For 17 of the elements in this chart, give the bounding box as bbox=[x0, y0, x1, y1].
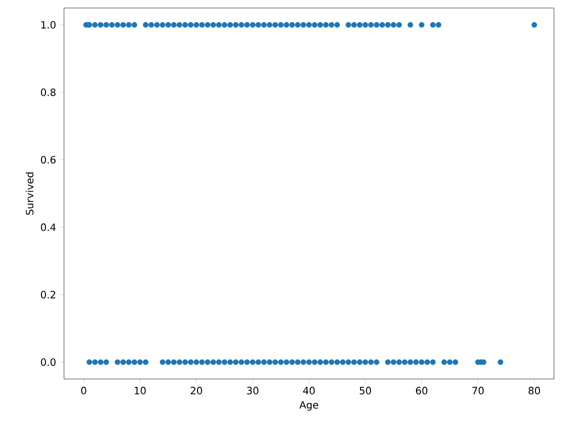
y-tick-label: 0.6 bbox=[40, 156, 56, 164]
y-axis-title: Survived bbox=[26, 172, 34, 215]
y-tick-label: 0.4 bbox=[40, 223, 56, 232]
x-tick-label: 40 bbox=[303, 386, 315, 394]
x-tick-label: 30 bbox=[247, 386, 258, 394]
y-tick-label: 0.8 bbox=[40, 88, 56, 96]
x-tick-label: 70 bbox=[472, 386, 484, 394]
y-tick-label: 0.0 bbox=[40, 358, 56, 366]
x-axis-title: Age bbox=[299, 401, 318, 411]
x-tick-label: 60 bbox=[416, 386, 428, 394]
x-tick-label: 20 bbox=[190, 386, 202, 394]
x-tick-label: 50 bbox=[360, 386, 372, 394]
y-tick-label: 1.0 bbox=[41, 21, 56, 29]
x-tick-label: 10 bbox=[134, 386, 146, 394]
x-tick-label: 0 bbox=[81, 386, 86, 394]
y-tick-label: 0.2 bbox=[40, 290, 56, 298]
x-tick-label: 80 bbox=[528, 386, 540, 394]
